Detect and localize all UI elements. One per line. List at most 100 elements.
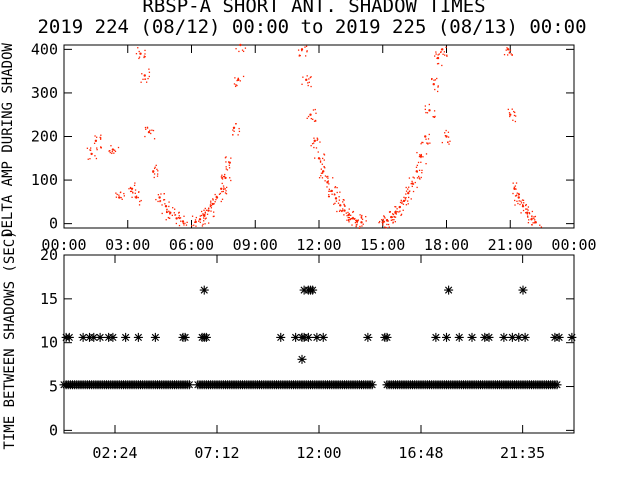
shadow-amp-speck: [327, 180, 329, 182]
shadow-amp-speck: [152, 129, 155, 132]
shadow-amp-speck: [395, 206, 397, 208]
shadow-amp-speck: [233, 83, 236, 85]
shadow-amp-speck: [388, 226, 390, 228]
shadow-amp-speck: [355, 225, 357, 228]
shadow-amp-speck: [336, 191, 338, 194]
shadow-amp-speck: [146, 126, 149, 128]
shadow-amp-speck: [514, 195, 517, 197]
shadow-amp-speck: [87, 158, 89, 160]
shadow-amp-point: [181, 220, 185, 223]
shadow-amp-speck: [312, 109, 315, 111]
shadow-amp-speck: [358, 227, 361, 230]
shadow-amp-speck: [224, 173, 226, 176]
shadow-amp-speck: [352, 210, 355, 213]
shadow-amp-speck: [90, 147, 92, 149]
shadow-amp-speck: [229, 177, 231, 179]
interval-star: [308, 285, 318, 295]
shadow-amp-speck: [163, 199, 166, 201]
shadow-amp-speck: [234, 85, 237, 88]
shadow-amp-speck: [437, 85, 439, 87]
interval-star: [64, 332, 74, 342]
shadow-amp-speck: [205, 217, 207, 219]
shadow-amp-speck: [526, 215, 529, 217]
shadow-amp-speck: [407, 188, 409, 190]
shadow-amp-speck: [113, 152, 115, 154]
shadow-amp-speck: [418, 155, 421, 158]
shadow-amp-speck: [153, 173, 156, 175]
shadow-amp-speck: [155, 198, 157, 201]
shadow-amp-speck: [198, 220, 200, 222]
shadow-amp-speck: [100, 134, 102, 136]
interval-star: [276, 332, 286, 342]
shadow-amp-point: [164, 205, 168, 208]
shadow-amp-speck: [513, 186, 515, 188]
baseline-star: [184, 380, 194, 390]
shadow-amp-speck: [147, 77, 149, 80]
shadow-amp-speck: [94, 135, 96, 137]
shadow-amp-speck: [334, 186, 337, 188]
top-x-tick-label: 00:00: [551, 236, 596, 254]
shadow-amp-speck: [539, 224, 541, 226]
shadow-amp-speck: [315, 112, 317, 114]
shadow-amp-speck: [355, 219, 358, 221]
shadow-amp-speck: [171, 214, 173, 217]
top-panel-x-axis: 00:00 03:00 06:00 09:00 12:00 15:00 18:00 21:00…: [41, 45, 597, 254]
shadow-amp-speck: [314, 157, 316, 159]
shadow-amp-speck: [350, 218, 352, 220]
shadow-amp-speck: [523, 202, 525, 204]
bottom-y-tick-label: 10: [40, 334, 58, 352]
shadow-amp-speck: [436, 77, 438, 80]
shadow-amp-speck: [318, 177, 321, 179]
shadow-amp-speck: [123, 192, 125, 195]
shadow-amp-speck: [526, 208, 528, 210]
shadow-amp-speck: [323, 153, 325, 155]
shadow-amp-speck: [167, 216, 170, 219]
interval-star: [95, 332, 105, 342]
shadow-amp-speck: [302, 76, 304, 78]
shadow-amp-speck: [204, 215, 206, 217]
bottom-y-tick-label: 0: [49, 421, 58, 439]
interval-star: [318, 332, 328, 342]
shadow-amp-speck: [116, 193, 118, 196]
shadow-amp-speck: [513, 114, 516, 117]
shadow-amp-speck: [339, 191, 341, 193]
shadow-amp-speck: [213, 211, 215, 213]
shadow-amp-speck: [308, 81, 310, 83]
shadow-amp-speck: [129, 190, 132, 193]
shadow-amp-speck: [388, 211, 391, 213]
shadow-amp-speck: [210, 200, 212, 202]
shadow-amp-point: [90, 152, 93, 156]
shadow-amp-point: [309, 113, 312, 116]
shadow-amp-speck: [323, 159, 325, 161]
shadow-amp-speck: [168, 210, 170, 212]
bottom-x-tick-label: 07:12: [194, 444, 239, 462]
shadow-amp-speck: [359, 225, 361, 228]
shadow-amp-speck: [407, 200, 409, 202]
shadow-amp-speck: [401, 201, 403, 203]
shadow-amp-speck: [441, 64, 443, 67]
shadow-amp-speck: [403, 196, 405, 199]
shadow-amp-speck: [203, 209, 205, 211]
shadow-amp-speck: [210, 207, 213, 209]
shadow-amp-speck: [361, 214, 363, 217]
interval-star: [484, 332, 494, 342]
shadow-amp-speck: [148, 75, 150, 78]
shadow-amp-speck: [144, 135, 146, 138]
shadow-amp-speck: [527, 222, 530, 224]
shadow-amp-speck: [437, 57, 439, 59]
shadow-amp-point: [139, 52, 142, 55]
shadow-amp-point: [313, 139, 316, 143]
shadow-amp-speck: [509, 115, 511, 118]
top-panel-points: [86, 43, 543, 230]
shadow-amp-speck: [412, 176, 414, 178]
shadow-amp-speck: [438, 53, 440, 55]
shadow-amp-speck: [166, 209, 168, 211]
shadow-amp-speck: [183, 224, 185, 226]
shadow-amp-point: [513, 187, 516, 190]
shadow-amp-speck: [398, 211, 400, 213]
shadow-amp-speck: [322, 157, 324, 160]
shadow-amp-speck: [443, 51, 446, 53]
shadow-amp-speck: [139, 200, 141, 203]
shadow-amp-speck: [436, 90, 439, 93]
top-y-tick-label: 300: [31, 84, 58, 102]
